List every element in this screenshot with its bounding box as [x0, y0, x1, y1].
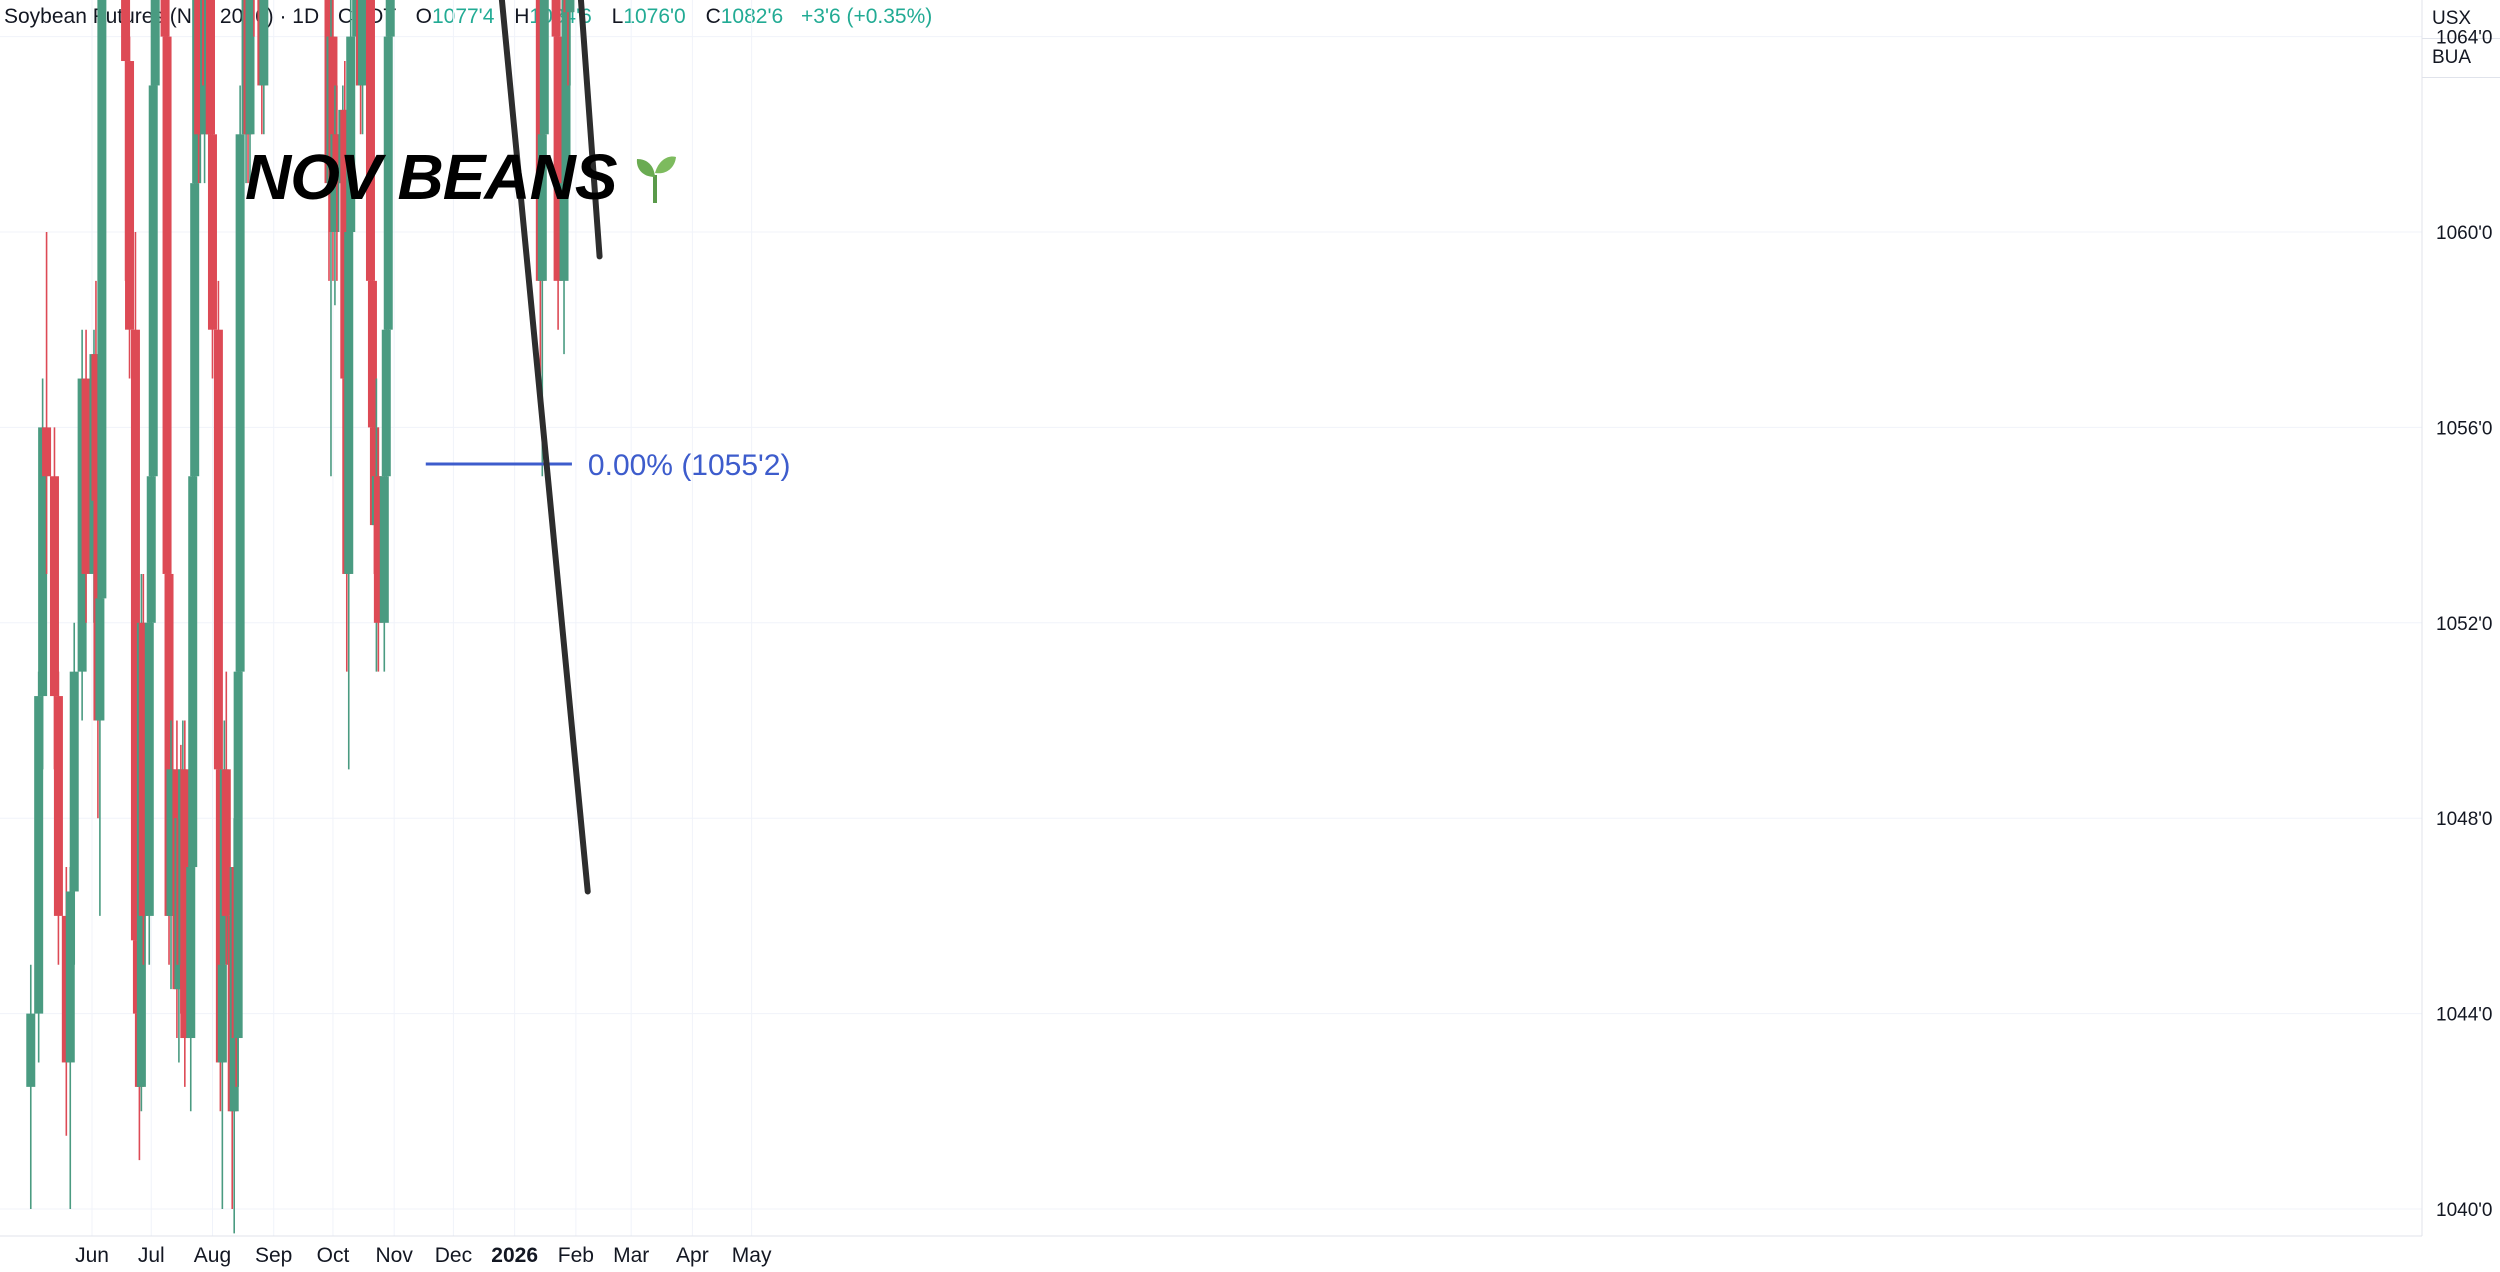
candle: [81, 378, 91, 574]
sprout-icon: [637, 156, 677, 203]
month-tick: Aug: [194, 1244, 231, 1267]
currency-panel: USX BUA: [2422, 0, 2500, 78]
open-label: O: [415, 5, 432, 28]
month-tick: Jun: [75, 1244, 109, 1267]
candle: [69, 671, 79, 892]
candle: [385, 0, 395, 37]
candle: [194, 0, 204, 135]
month-tick: Nov: [375, 1244, 413, 1267]
candle: [206, 0, 215, 135]
trendline: [498, 0, 591, 895]
candle: [328, 36, 338, 232]
candle: [259, 0, 269, 86]
candle: [26, 1013, 36, 1087]
price-axis[interactable]: 1040'0 1044'0 1048'0 1052'0 1056'0 1060'0 1064…: [2421, 0, 2500, 1236]
candle: [138, 622, 148, 916]
candle: [186, 867, 196, 1039]
candle: [95, 598, 105, 721]
candle: [160, 0, 170, 37]
candle: [561, 0, 571, 184]
candle: [164, 573, 174, 916]
candle: [379, 476, 389, 623]
month-tick: Apr: [676, 1244, 709, 1267]
month-tick: Sep: [255, 1244, 292, 1267]
trendline: [577, 0, 603, 260]
close-label: C: [705, 5, 721, 28]
candle: [235, 134, 245, 672]
candle: [180, 769, 190, 1039]
candle: [53, 696, 63, 916]
candle: [365, 0, 375, 281]
candle: [559, 183, 569, 281]
candle: [233, 671, 243, 1039]
logo-text: NOV BEANS: [245, 141, 617, 213]
month-tick: May: [732, 1244, 772, 1267]
open-value: 1077'4: [431, 5, 495, 28]
fib-label: 0.00% (1055'2): [588, 449, 791, 482]
candle: [213, 329, 223, 770]
candle: [91, 354, 101, 501]
high-label: H: [514, 5, 530, 28]
candle: [383, 36, 393, 330]
price-axis-bg: [2422, 78, 2500, 1236]
candle: [245, 0, 255, 135]
candle: [553, 36, 563, 281]
candle: [65, 891, 75, 1063]
month-tick: Dec: [435, 1244, 472, 1267]
candles: [26, 0, 575, 1234]
month-tick: Oct: [317, 1244, 350, 1267]
currency-label[interactable]: USX: [2422, 0, 2500, 39]
candle: [217, 964, 227, 1063]
chart-logo: NOV BEANS: [245, 140, 679, 214]
candle: [38, 427, 48, 697]
price-tick: 1052'0: [2436, 614, 2492, 635]
candle: [150, 0, 160, 86]
month-tick: Feb: [558, 1244, 594, 1267]
candle: [130, 329, 140, 941]
candle: [146, 476, 156, 623]
candle: [551, 0, 561, 37]
month-tick: Jul: [138, 1244, 165, 1267]
candle: [358, 0, 368, 86]
candle: [332, 134, 342, 184]
candle: [34, 696, 44, 1014]
low-label: L: [611, 5, 624, 28]
candle: [125, 61, 135, 330]
change-value: +3'6 (+0.35%): [801, 5, 933, 28]
candle: [188, 476, 198, 868]
price-tick: 1060'0: [2436, 223, 2492, 244]
fib-levels: 100.00% (1131'4)61.80% (1102'4)50.00% (1…: [425, 449, 791, 482]
candle: [381, 329, 391, 477]
price-tick: 1056'0: [2436, 418, 2492, 439]
candle: [42, 427, 52, 477]
candle: [97, 0, 107, 599]
time-axis[interactable]: Jun Jul Aug Sep Oct Nov Dec 2026 Feb Mar Apr May: [0, 1235, 2422, 1267]
candle: [344, 232, 354, 574]
candle: [148, 85, 158, 477]
candle: [162, 36, 172, 574]
price-tick: 1040'0: [2436, 1200, 2492, 1221]
candle: [221, 769, 231, 916]
month-tick: 2026: [491, 1244, 538, 1267]
candle: [121, 0, 131, 62]
candle: [539, 0, 549, 135]
candle: [166, 769, 176, 916]
candle: [49, 476, 59, 697]
low-value: 1076'0: [623, 5, 686, 28]
trendlines: [498, 0, 603, 895]
candle: [373, 476, 383, 623]
candle: [144, 622, 154, 916]
price-tick: 1044'0: [2436, 1005, 2492, 1026]
candle: [346, 36, 356, 232]
candle: [537, 134, 547, 281]
unit-label[interactable]: BUA: [2422, 39, 2500, 78]
price-tick: 1048'0: [2436, 809, 2492, 830]
candle: [207, 134, 217, 330]
month-tick: Mar: [613, 1244, 649, 1267]
candle: [190, 183, 200, 477]
candle: [367, 280, 377, 428]
price-tick: 1064'0: [2436, 28, 2492, 49]
candle: [565, 0, 575, 13]
